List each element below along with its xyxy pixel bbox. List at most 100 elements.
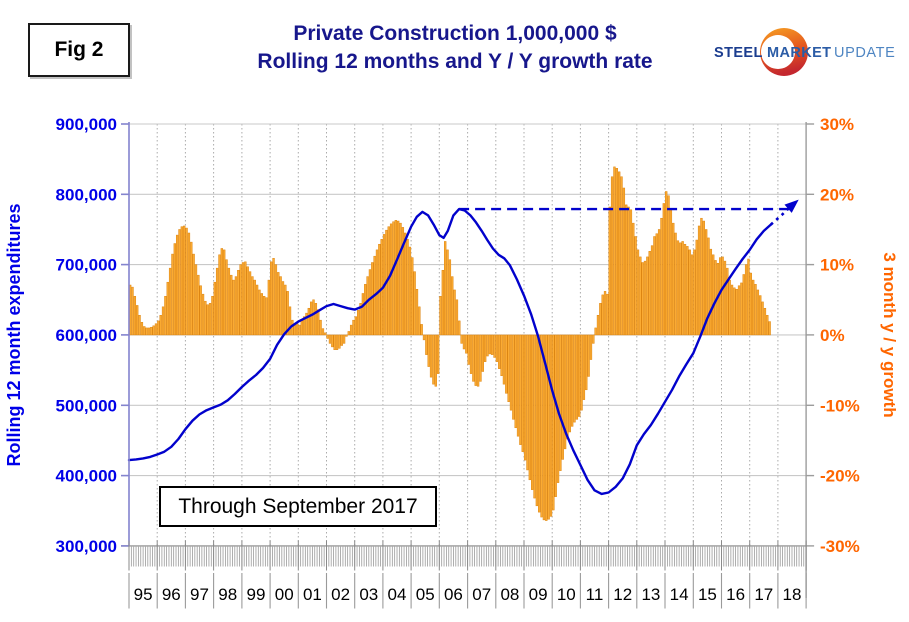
growth-bar: [538, 334, 541, 513]
growth-bar: [439, 296, 442, 336]
left-axis-tick-label: 600,000: [56, 326, 117, 345]
growth-bar: [617, 171, 621, 336]
growth-bar: [620, 176, 623, 336]
growth-bar: [505, 334, 508, 394]
growth-bar: [354, 316, 358, 336]
growth-bar: [578, 334, 581, 417]
growth-bar: [415, 288, 419, 336]
year-label: 07: [472, 585, 491, 604]
growth-bar: [401, 227, 405, 336]
growth-bar: [552, 334, 555, 511]
growth-bar: [519, 334, 522, 445]
growth-bar: [279, 276, 282, 336]
growth-bar: [444, 241, 447, 336]
growth-bar: [321, 328, 325, 336]
growth-bar: [338, 334, 341, 349]
growth-bar: [509, 334, 513, 411]
growth-bar: [566, 334, 569, 440]
growth-bar: [223, 249, 226, 336]
growth-bar: [147, 327, 151, 336]
growth-bar: [420, 324, 423, 336]
growth-bar: [632, 222, 635, 336]
growth-bar: [752, 279, 755, 336]
growth-bar: [460, 334, 463, 344]
growth-bar: [495, 334, 499, 362]
growth-bar: [277, 272, 280, 336]
growth-bar: [220, 248, 224, 336]
growth-bar: [498, 334, 501, 369]
growth-bar: [136, 305, 139, 336]
growth-bar: [345, 334, 348, 337]
growth-bar: [472, 334, 475, 382]
chart-title-line1: Private Construction 1,000,000 $: [293, 22, 617, 45]
year-label: 05: [416, 585, 435, 604]
growth-bar: [737, 285, 741, 336]
growth-bar: [408, 246, 412, 336]
growth-bar: [573, 334, 576, 423]
growth-bar: [669, 208, 673, 336]
growth-bar: [493, 334, 496, 358]
growth-bar: [161, 306, 165, 336]
growth-bar: [366, 276, 369, 336]
growth-bar: [333, 334, 336, 350]
growth-bar: [683, 243, 687, 336]
growth-bar: [759, 295, 762, 336]
right-axis-tick-label: 0%: [820, 326, 845, 345]
projection-arrowhead-icon: [784, 199, 799, 213]
growth-bar: [629, 209, 633, 336]
growth-bar: [295, 322, 299, 336]
growth-bar: [286, 291, 289, 336]
growth-bar: [613, 166, 616, 336]
growth-bar: [253, 279, 256, 336]
growth-bar: [768, 321, 771, 336]
year-label: 15: [698, 585, 717, 604]
growth-bar: [728, 279, 731, 336]
growth-bar: [307, 307, 310, 336]
year-label: 95: [134, 585, 153, 604]
growth-bar: [272, 258, 275, 336]
growth-bar: [608, 206, 611, 336]
growth-bar: [131, 286, 134, 336]
growth-bar: [610, 176, 614, 336]
growth-bar: [265, 297, 268, 336]
growth-bar: [281, 281, 285, 336]
chart-title-line2: Rolling 12 months and Y / Y growth rate: [257, 50, 653, 73]
growth-bar: [622, 187, 626, 336]
growth-bar: [657, 229, 661, 336]
growth-bar: [467, 334, 470, 365]
growth-bar: [140, 322, 144, 336]
growth-bar: [185, 227, 188, 336]
growth-bar: [434, 334, 437, 387]
growth-bar: [215, 267, 219, 336]
growth-bar: [587, 334, 590, 377]
growth-bar: [192, 253, 195, 336]
growth-bar: [230, 274, 233, 336]
growth-bar: [145, 327, 148, 336]
right-axis-tick-label: -30%: [820, 537, 860, 556]
growth-bar: [531, 334, 534, 490]
growth-bar: [246, 266, 249, 336]
growth-bar: [446, 249, 449, 336]
growth-bar: [173, 243, 176, 336]
growth-bar: [582, 334, 586, 400]
growth-bar: [413, 271, 416, 336]
growth-bar: [251, 276, 254, 336]
year-label: 98: [218, 585, 237, 604]
growth-bar: [319, 319, 322, 336]
growth-bar: [180, 226, 184, 336]
growth-bar: [747, 258, 750, 336]
growth-bar: [302, 316, 306, 336]
dotted-projection-line: [769, 203, 795, 226]
year-label: 17: [754, 585, 773, 604]
growth-bar: [331, 334, 334, 348]
annotation-box: Through September 2017: [159, 486, 437, 527]
growth-bar: [260, 293, 263, 336]
growth-bar: [425, 334, 428, 355]
year-label: 06: [444, 585, 463, 604]
right-axis-tick-label: -20%: [820, 467, 860, 486]
growth-bar: [305, 312, 308, 336]
figure-label: Fig 2: [54, 38, 104, 61]
growth-bar: [549, 334, 553, 517]
growth-bar: [742, 274, 745, 336]
